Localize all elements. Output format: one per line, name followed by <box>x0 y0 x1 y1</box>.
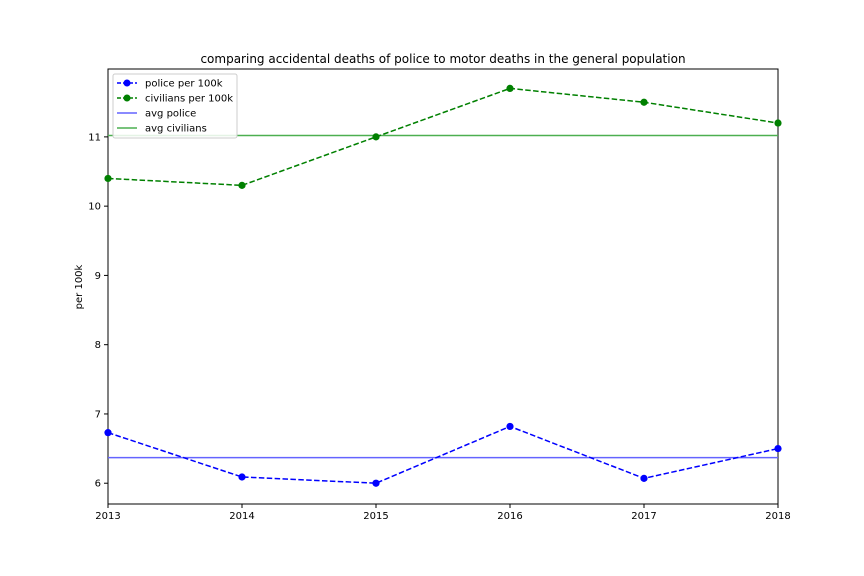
police-per-100k-point <box>640 474 648 482</box>
police-per-100k-point <box>104 429 112 437</box>
legend-label: avg civilians <box>145 124 207 135</box>
police-per-100k-point <box>506 422 514 431</box>
civilians-per-100k-line <box>107 87 779 187</box>
civilians-per-100k-point <box>104 174 112 183</box>
y-tick-label: 7 <box>95 409 101 420</box>
civilians-per-100k-point <box>774 119 782 127</box>
x-tick-label: 2014 <box>229 511 254 522</box>
chart-title: comparing accidental deaths of police to… <box>200 52 685 66</box>
y-tick-label: 10 <box>88 202 101 213</box>
police-per-100k-point <box>372 479 380 487</box>
legend-label: civilians per 100k <box>145 94 233 105</box>
y-tick-label: 9 <box>95 271 101 282</box>
y-axis: 6 7 8 9 10 11 <box>88 132 108 490</box>
series-lines <box>104 84 782 487</box>
y-axis-label: per 100k <box>74 264 85 309</box>
police-per-100k-point <box>774 444 782 453</box>
legend-label: avg police <box>145 109 196 120</box>
legend: police per 100k civilians per 100k avg pol… <box>112 73 238 139</box>
y-tick-label: 11 <box>88 132 101 143</box>
legend-box <box>112 73 238 139</box>
x-tick-label: 2017 <box>631 511 656 522</box>
x-tick-label: 2016 <box>497 511 522 522</box>
x-tick-label: 2013 <box>95 511 120 522</box>
plot-frame <box>107 68 779 505</box>
x-axis: 2013 2014 2015 2016 2017 2018 <box>95 504 791 522</box>
civilians-per-100k-point <box>506 84 514 92</box>
legend-marker <box>123 79 131 87</box>
civilians-per-100k-point <box>372 133 380 141</box>
y-tick-label: 6 <box>95 479 101 490</box>
y-tick-label: 8 <box>95 340 101 351</box>
legend-label: police per 100k <box>145 79 223 90</box>
x-tick-label: 2015 <box>363 511 388 522</box>
plot-area <box>107 68 779 505</box>
civilians-per-100k-point <box>640 98 648 106</box>
police-per-100k-point <box>238 473 246 481</box>
civilians-per-100k-point <box>238 181 246 189</box>
x-tick-label: 2018 <box>765 511 790 522</box>
legend-marker <box>123 94 131 102</box>
police-per-100k-line <box>107 425 779 484</box>
